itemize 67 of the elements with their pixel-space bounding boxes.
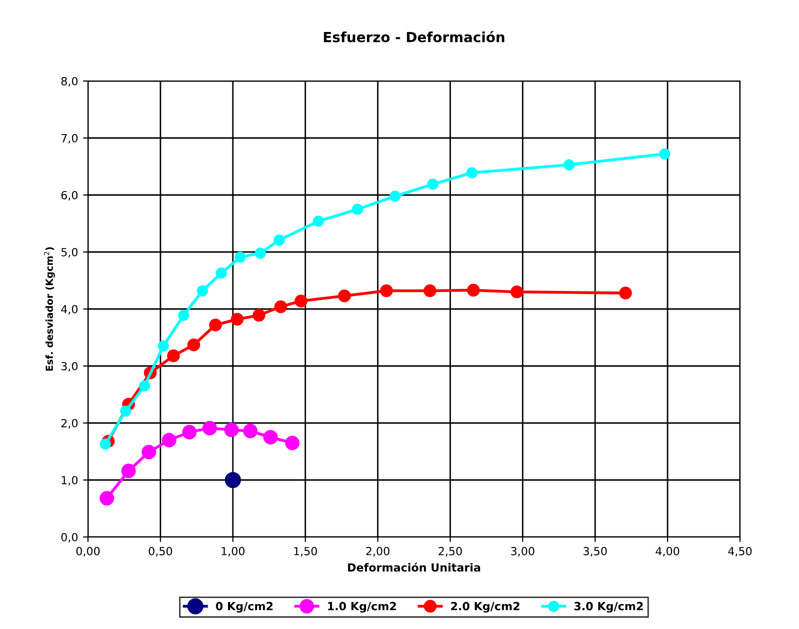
x-tick-label: 3,50 (584, 546, 607, 556)
x-tick-label: 1,00 (222, 546, 245, 556)
point (100, 491, 114, 506)
point (254, 248, 266, 259)
x-tick-label: 3,00 (511, 546, 534, 556)
point (178, 310, 190, 321)
point (427, 178, 438, 190)
point (182, 424, 197, 440)
point (380, 284, 393, 298)
y-tick-label: 1,0 (62, 476, 78, 486)
point (162, 432, 176, 448)
legend-label: 1.0 Kg/cm2 (328, 602, 396, 613)
x-tick-label: 2,00 (366, 546, 390, 556)
y-tick-label: 2,0 (61, 418, 78, 429)
point (467, 284, 480, 297)
legend-label: 0 Kg/cm2 (216, 602, 273, 613)
point (243, 424, 258, 438)
point (312, 216, 324, 227)
point (224, 422, 239, 438)
point (294, 294, 308, 308)
x-tick-label: 0,00 (76, 546, 100, 556)
point (466, 167, 478, 178)
legend-label: 3.0 Kg/cm2 (574, 602, 643, 613)
point (274, 234, 285, 246)
point (352, 204, 364, 215)
point (216, 268, 227, 279)
point (285, 436, 300, 450)
point (230, 312, 244, 326)
point (619, 286, 632, 300)
y-tick-label: 7,0 (62, 134, 78, 144)
x-tick-label: 1,50 (294, 546, 317, 556)
point (659, 148, 670, 160)
y-tick-label: 0,0 (61, 532, 78, 543)
point (138, 380, 150, 392)
y-tick-label: 6,0 (61, 190, 78, 201)
point (252, 308, 266, 322)
point (121, 464, 136, 478)
point (202, 420, 217, 436)
point (120, 405, 132, 417)
point (424, 284, 436, 298)
point (187, 338, 200, 352)
x-tick-label: 4,50 (728, 546, 752, 556)
point (234, 252, 246, 263)
point (100, 438, 111, 450)
point (263, 430, 278, 444)
point (563, 159, 575, 170)
point (274, 300, 288, 314)
y-tick-label: 8,0 (61, 76, 78, 87)
point (209, 318, 222, 332)
point (142, 444, 156, 460)
legend-label: 2.0 Kg/cm2 (451, 602, 520, 613)
y-tick-label: 5,0 (61, 248, 78, 258)
y-tick-label: 3,0 (61, 362, 78, 372)
point (196, 285, 208, 296)
x-tick-label: 4,00 (656, 546, 680, 556)
point (338, 290, 351, 302)
y-tick-label: 4,0 (61, 304, 78, 315)
point (167, 349, 180, 362)
y-axis-title: Esf. desviador (Kgcm$^{2}$) (44, 247, 55, 371)
point (510, 286, 524, 298)
chart-title: Esfuerzo - Deformación (324, 31, 504, 42)
x-axis-title: Deformación Unitaria (348, 562, 480, 572)
x-tick-label: 0,50 (148, 546, 172, 556)
point (158, 340, 169, 352)
point (224, 472, 241, 488)
point (390, 190, 401, 202)
x-tick-label: 2,50 (438, 546, 462, 556)
